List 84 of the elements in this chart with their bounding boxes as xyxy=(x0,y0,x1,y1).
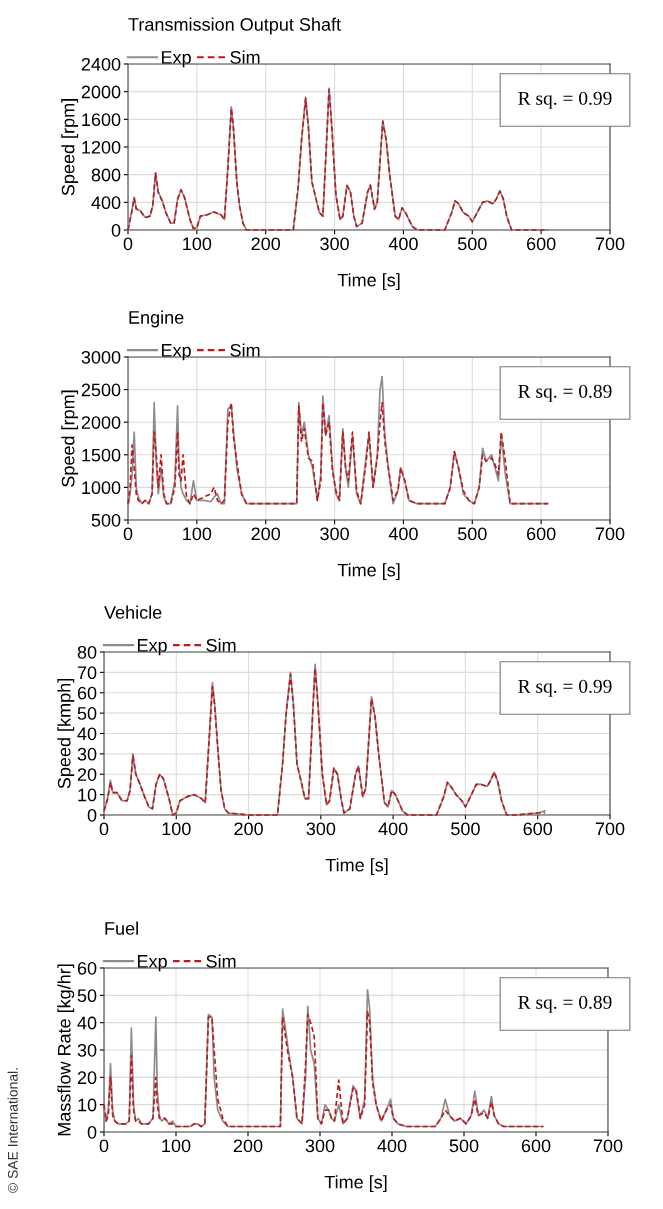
legend-label: Sim xyxy=(230,343,260,357)
y-tick-label: 800 xyxy=(91,168,121,182)
y-axis-title: Speed [rpm] xyxy=(61,390,79,487)
y-tick-label: 2500 xyxy=(81,383,121,397)
x-tick-label: 400 xyxy=(377,1139,407,1153)
x-tick-label: 200 xyxy=(234,822,263,836)
x-axis-title: Time [s] xyxy=(337,273,400,291)
y-tick-label: 3000 xyxy=(81,350,121,364)
y-axis-title: Massflow Rate [kg/hr] xyxy=(57,964,75,1136)
y-tick-label: 0 xyxy=(87,808,97,822)
y-tick-label: 0 xyxy=(111,223,121,237)
legend-label: Sim xyxy=(230,50,260,64)
legend-label: Sim xyxy=(206,638,236,652)
x-tick-label: 500 xyxy=(457,527,487,541)
x-tick-label: 700 xyxy=(595,237,625,251)
y-tick-label: 60 xyxy=(77,686,97,700)
x-tick-label: 300 xyxy=(305,1139,335,1153)
y-axis-title: Speed [rpm] xyxy=(61,99,79,196)
y-tick-label: 20 xyxy=(77,1071,97,1085)
x-tick-label: 500 xyxy=(451,822,480,836)
x-tick-label: 500 xyxy=(457,237,487,251)
x-tick-label: 100 xyxy=(183,527,212,541)
annotation: R sq. = 0.99 xyxy=(518,679,612,697)
x-tick-label: 100 xyxy=(162,1139,191,1153)
x-axis-title: Time [s] xyxy=(324,1175,387,1193)
annotation: R sq. = 0.99 xyxy=(518,91,612,109)
legend-label: Exp xyxy=(161,51,191,68)
x-tick-label: 200 xyxy=(233,1139,263,1153)
x-tick-label: 600 xyxy=(521,1139,551,1153)
x-tick-label: 600 xyxy=(523,822,553,836)
y-tick-label: 2000 xyxy=(81,85,121,99)
x-tick-label: 500 xyxy=(449,1139,479,1153)
x-tick-label: 300 xyxy=(320,527,349,541)
annotation: R sq. = 0.89 xyxy=(518,995,612,1013)
legend-label: Exp xyxy=(137,955,167,972)
text: © SAE International. xyxy=(7,1068,18,1193)
y-tick-label: 30 xyxy=(77,747,97,761)
y-tick-label: 1500 xyxy=(82,448,121,462)
y-tick-label: 0 xyxy=(87,1125,97,1139)
x-tick-label: 400 xyxy=(388,237,418,251)
x-tick-label: 400 xyxy=(388,527,418,541)
y-tick-label: 2400 xyxy=(81,57,121,71)
chart-title: Transmission Output Shaft xyxy=(128,17,341,35)
y-tick-label: 70 xyxy=(77,666,97,680)
chart-title: Vehicle xyxy=(104,605,162,619)
y-tick-label: 20 xyxy=(77,768,97,781)
y-tick-label: 40 xyxy=(77,1016,97,1030)
x-tick-label: 0 xyxy=(123,237,133,251)
y-tick-label: 30 xyxy=(77,1043,97,1057)
x-tick-label: 100 xyxy=(162,822,191,836)
x-tick-label: 300 xyxy=(306,822,336,836)
y-tick-label: 60 xyxy=(77,961,97,975)
x-axis-title: Time [s] xyxy=(337,563,400,581)
chart-title: Fuel xyxy=(105,921,138,935)
y-tick-label: 1600 xyxy=(82,113,121,127)
x-tick-label: 400 xyxy=(378,822,408,836)
x-tick-label: 100 xyxy=(183,237,212,251)
y-tick-label: 50 xyxy=(77,989,97,1003)
y-tick-label: 10 xyxy=(78,1098,97,1112)
y-tick-label: 500 xyxy=(91,513,121,527)
y-axis-title: Speed [kmph] xyxy=(57,679,75,789)
y-tick-label: 10 xyxy=(78,788,97,802)
x-tick-label: 600 xyxy=(527,237,556,251)
y-tick-label: 400 xyxy=(91,196,121,210)
y-tick-label: 1200 xyxy=(82,140,121,154)
x-tick-label: 0 xyxy=(123,527,133,541)
legend-label: Sim xyxy=(206,954,236,968)
x-tick-label: 700 xyxy=(595,527,625,541)
x-tick-label: 200 xyxy=(251,527,281,541)
chart-title: Engine xyxy=(129,310,184,328)
y-tick-label: 1000 xyxy=(82,481,121,495)
y-tick-label: 2000 xyxy=(81,416,121,429)
legend-label: Exp xyxy=(137,639,167,656)
x-tick-label: 600 xyxy=(527,527,556,541)
x-tick-label: 700 xyxy=(595,822,625,836)
y-tick-label: 50 xyxy=(77,707,97,720)
x-tick-label: 700 xyxy=(593,1139,623,1153)
y-tick-label: 80 xyxy=(77,645,97,659)
annotation: R sq. = 0.89 xyxy=(518,384,612,402)
y-tick-label: 40 xyxy=(77,727,97,741)
x-tick-label: 300 xyxy=(320,237,349,251)
x-axis-title: Time [s] xyxy=(325,858,388,876)
legend-label: Exp xyxy=(161,344,191,361)
x-tick-label: 200 xyxy=(251,237,281,251)
